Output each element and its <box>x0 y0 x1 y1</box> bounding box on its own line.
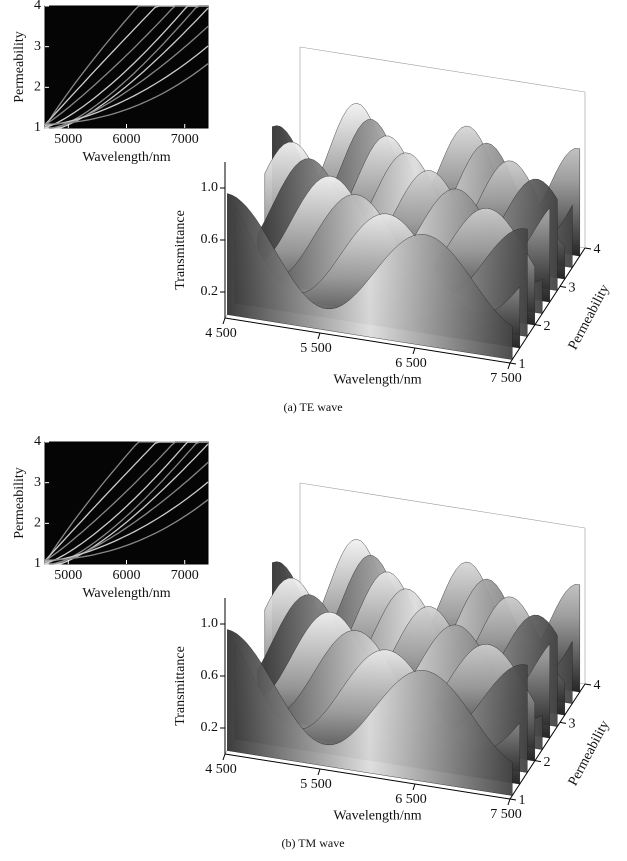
inset-curve <box>45 461 209 565</box>
y-tick <box>534 760 542 763</box>
caption: (a) TE wave <box>283 400 342 414</box>
x-axis <box>224 753 511 800</box>
inset-curve <box>45 25 209 129</box>
x-tick <box>412 783 416 791</box>
inset-curve <box>44 441 208 561</box>
z-axis-label: Transmittance <box>173 646 188 726</box>
x-axis-label: Wavelength/nm <box>333 809 421 824</box>
x-tick <box>317 332 321 340</box>
y-tick-label: 1 <box>519 793 526 808</box>
y-tick <box>559 721 567 724</box>
y-axis <box>509 683 586 800</box>
x-tick-label: 7000 <box>171 132 199 147</box>
x-tick-label: 5 500 <box>300 341 332 356</box>
panel: 5000 6000 7000 1 2 3 4 Wavelength/nm Permeabilit… <box>12 434 612 850</box>
y-tick-label: 2 <box>34 516 41 531</box>
x-tick-label: 4 500 <box>205 762 237 777</box>
caption: (b) TM wave <box>281 836 344 850</box>
z-tick-label: 0.2 <box>201 284 219 299</box>
x-tick-label: 7 500 <box>490 371 522 386</box>
y-tick <box>584 683 592 686</box>
y-axis <box>509 247 586 364</box>
x-tick <box>222 753 226 761</box>
surface-slice <box>227 629 513 796</box>
y-tick-label: 1 <box>34 556 41 571</box>
x-axis-label: Wavelength/nm <box>82 586 170 601</box>
y-axis-label: Permeability <box>12 467 27 539</box>
z-tick-label: 1.0 <box>201 180 219 195</box>
x-tick-label: 5 500 <box>300 777 332 792</box>
y-tick-label: 3 <box>34 39 41 54</box>
panel: 5000 6000 7000 1 2 3 4 Wavelength/nm Permeabilit… <box>12 0 612 414</box>
x-tick-label: 7000 <box>171 568 199 583</box>
z-tick-label: 0.6 <box>201 668 219 683</box>
inset-curve <box>45 499 209 561</box>
y-tick-label: 1 <box>519 357 526 372</box>
y-tick <box>509 362 517 365</box>
x-axis-label: Wavelength/nm <box>82 150 170 165</box>
x-tick <box>222 317 226 325</box>
x-axis <box>224 317 511 364</box>
y-tick-label: 3 <box>569 281 576 296</box>
y-tick-label: 3 <box>34 475 41 490</box>
x-axis-label: Wavelength/nm <box>333 373 421 388</box>
box-edge <box>299 482 586 529</box>
y-tick-label: 4 <box>594 242 601 257</box>
x-tick <box>412 347 416 355</box>
x-tick-label: 5000 <box>54 568 82 583</box>
y-tick-label: 2 <box>34 80 41 95</box>
inset-curve <box>44 441 208 565</box>
x-tick <box>507 798 511 806</box>
y-tick-label: 4 <box>34 0 41 13</box>
x-tick-label: 6000 <box>113 132 141 147</box>
x-tick-label: 5000 <box>54 132 82 147</box>
y-tick <box>509 798 517 801</box>
y-tick-label: 1 <box>34 120 41 135</box>
y-tick <box>559 285 567 288</box>
y-tick <box>534 324 542 327</box>
x-tick-label: 4 500 <box>205 326 237 341</box>
surface-slice <box>227 193 513 360</box>
x-tick <box>507 362 511 370</box>
z-tick-label: 0.6 <box>201 232 219 247</box>
inset-curve <box>44 481 209 563</box>
inset-curve <box>44 5 208 129</box>
inset-curve <box>44 5 208 125</box>
y-tick <box>584 247 592 250</box>
box-edge <box>299 46 586 93</box>
y-tick-label: 3 <box>569 717 576 732</box>
inset-curve <box>45 63 209 125</box>
y-tick-label: 2 <box>544 319 551 334</box>
y-axis-label: Permeability <box>12 31 27 103</box>
x-tick-label: 6 500 <box>395 356 427 371</box>
x-tick-label: 7 500 <box>490 807 522 822</box>
z-axis-label: Transmittance <box>173 210 188 290</box>
y-tick-label: 4 <box>34 434 41 449</box>
z-tick-label: 1.0 <box>201 616 219 631</box>
x-tick <box>317 768 321 776</box>
y-tick-label: 4 <box>594 678 601 693</box>
x-tick-label: 6000 <box>113 568 141 583</box>
inset-curve <box>44 45 209 127</box>
y-tick-label: 2 <box>544 755 551 770</box>
x-tick-label: 6 500 <box>395 792 427 807</box>
z-tick-label: 0.2 <box>201 720 219 735</box>
